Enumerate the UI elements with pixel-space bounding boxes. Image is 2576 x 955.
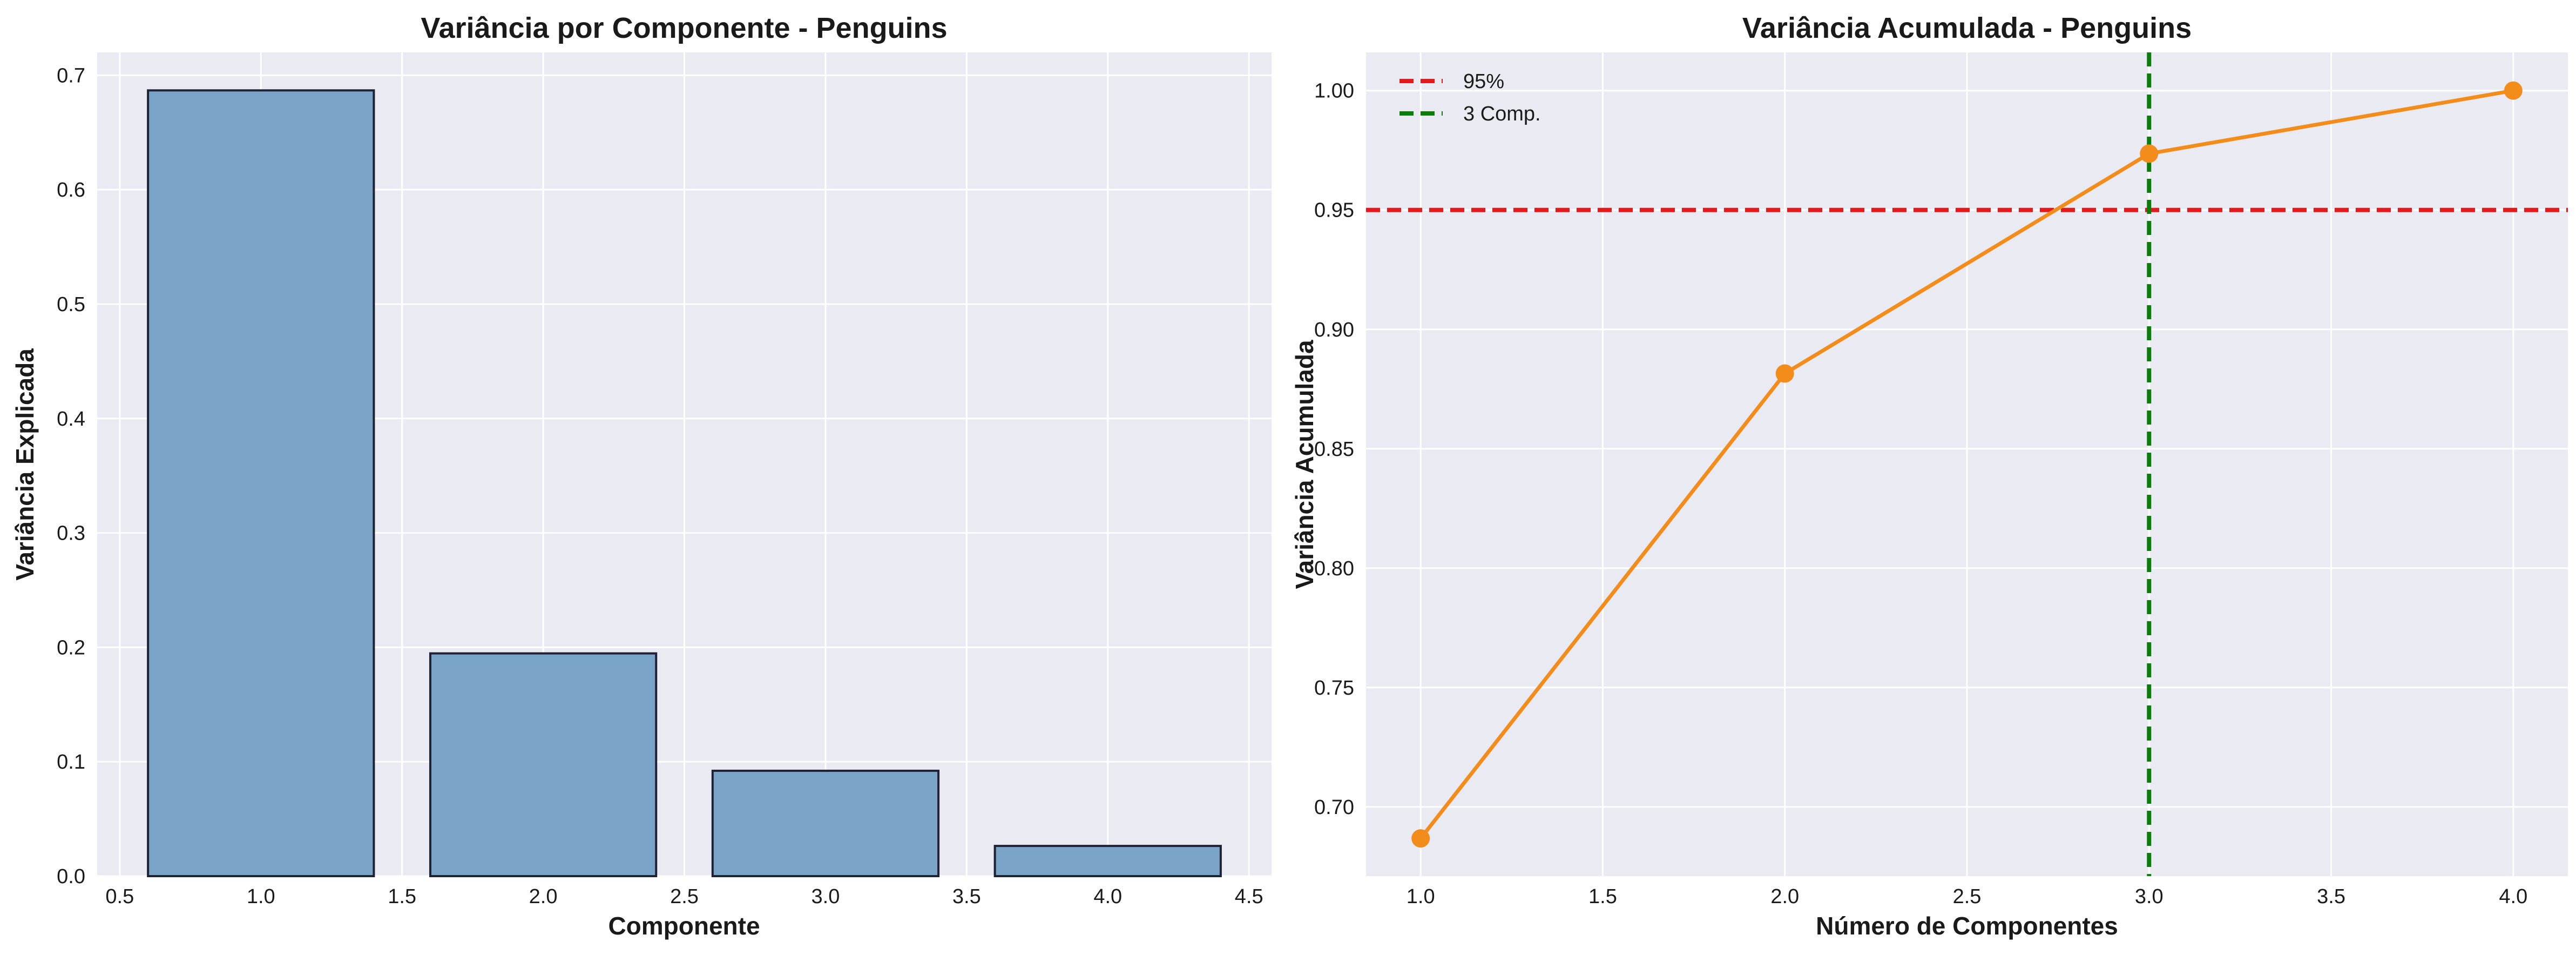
data-point [1775, 364, 1794, 383]
bar [429, 652, 658, 878]
y-tick-label: 0.85 [1314, 438, 1354, 461]
legend: 95% 3 Comp. [1399, 70, 1541, 125]
data-point [2140, 144, 2159, 163]
x-tick-label: 2.5 [670, 885, 699, 908]
y-tick-label: 0.70 [1314, 796, 1354, 819]
x-tick-label: 4.0 [1093, 885, 1122, 908]
data-point [2504, 81, 2523, 100]
line-chart-panel: 1.0 1.5 2.0 2.5 3.0 3.5 4.0 0.700.750.800.850.… [1290, 12, 2568, 940]
y-axis-label: Variância Acumulada [1290, 340, 1319, 589]
y-tick-label: 0.2 [57, 636, 85, 659]
x-tick-label: 2.0 [529, 885, 558, 908]
x-tick-label: 2.5 [1953, 885, 1982, 908]
bars [147, 89, 1222, 878]
y-tick-label: 0.0 [57, 865, 85, 888]
series-line [1419, 89, 2514, 840]
data-point [1411, 829, 1430, 848]
x-tick-label: 1.5 [1588, 885, 1617, 908]
series [1411, 81, 2523, 848]
x-tick-label: 4.5 [1235, 885, 1263, 908]
x-tick-labels: 1.0 1.5 2.0 2.5 3.0 3.5 4.0 [1407, 885, 2527, 908]
x-tick-label: 3.5 [2317, 885, 2345, 908]
bar-chart-panel: 0.5 1.0 1.5 2.0 2.5 3.0 3.5 4.0 4.5 0.0 0.1 0.2 0.3… [11, 12, 1272, 940]
y-tick-label: 1.00 [1314, 80, 1354, 103]
y-axis-label: Variância Explicada [11, 348, 39, 581]
y-tick-label: 0.5 [57, 293, 85, 316]
y-tick-label: 0.6 [57, 179, 85, 201]
x-tick-label: 3.5 [952, 885, 981, 908]
x-tick-label: 1.0 [247, 885, 275, 908]
legend-label-95: 95% [1463, 70, 1504, 93]
y-tick-label: 0.90 [1314, 319, 1354, 341]
y-tick-labels: 0.70 0.75 0.80 0.85 0.90 0.95 1.00 [1314, 80, 1354, 819]
x-tick-label: 3.0 [812, 885, 840, 908]
y-tick-label: 0.1 [57, 751, 85, 774]
x-tick-label: 1.5 [388, 885, 416, 908]
x-axis-label: Número de Componentes [1816, 912, 2118, 940]
x-tick-label: 4.0 [2499, 885, 2527, 908]
y-tick-labels: 0.0 0.1 0.2 0.3 0.4 0.5 0.6 0.7 [57, 64, 85, 888]
y-tick-label: 0.95 [1314, 199, 1354, 222]
bar [147, 89, 375, 877]
y-tick-label: 0.3 [57, 522, 85, 545]
chart-title: Variância Acumulada - Penguins [1742, 12, 2192, 44]
x-axis-label: Componente [608, 912, 760, 940]
y-tick-label: 0.75 [1314, 677, 1354, 700]
x-tick-label: 3.0 [2135, 885, 2163, 908]
y-tick-label: 0.80 [1314, 557, 1354, 580]
bar [993, 845, 1222, 878]
bar [711, 769, 940, 878]
x-tick-labels: 0.5 1.0 1.5 2.0 2.5 3.0 3.5 4.0 4.5 [105, 885, 1263, 908]
reference-lines [1366, 52, 2568, 876]
x-tick-label: 1.0 [1407, 885, 1435, 908]
x-tick-label: 0.5 [105, 885, 134, 908]
legend-label-3-comp: 3 Comp. [1463, 103, 1541, 125]
chart-title: Variância por Componente - Penguins [421, 12, 947, 44]
y-tick-label: 0.7 [57, 64, 85, 87]
x-tick-label: 2.0 [1770, 885, 1799, 908]
y-tick-label: 0.4 [57, 408, 85, 431]
